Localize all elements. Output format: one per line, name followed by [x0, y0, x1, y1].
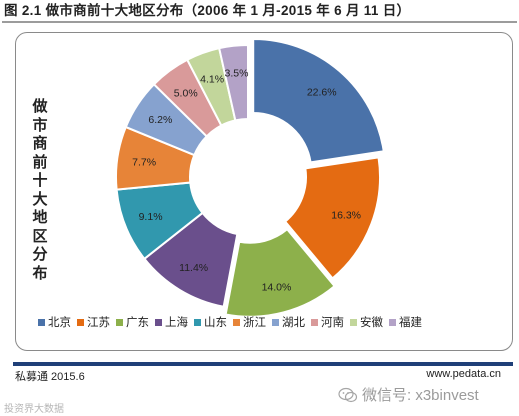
legend-item: 湖北	[272, 314, 305, 330]
legend-item: 广东	[116, 314, 149, 330]
title-divider	[2, 21, 517, 23]
legend-label: 浙江	[243, 317, 266, 329]
legend-item: 山东	[194, 314, 227, 330]
legend-label: 河南	[321, 317, 344, 329]
donut-slice-1	[252, 37, 385, 164]
legend-label: 安徽	[360, 317, 383, 329]
legend-swatch	[350, 318, 357, 326]
legend-label: 上海	[165, 317, 188, 329]
y-axis-label: 做市商前十大地区分布	[32, 98, 48, 282]
slice-data-label: 6.2%	[148, 114, 172, 126]
watermark-text: 微信号: x3binvest	[362, 387, 479, 404]
chart-title: 图 2.1 做市商前十大地区分布（2006 年 1 月-2015 年 6 月 1…	[4, 3, 411, 18]
legend-label: 北京	[48, 317, 71, 329]
legend-label: 江苏	[87, 317, 110, 329]
legend-item: 河南	[311, 314, 344, 330]
legend-item: 浙江	[233, 314, 266, 330]
slice-data-label: 9.1%	[139, 211, 163, 223]
legend-swatch	[311, 318, 318, 326]
corner-watermark: 投资界大数据	[4, 404, 64, 415]
slice-data-label: 22.6%	[307, 86, 337, 98]
donut-slice-3	[224, 227, 336, 318]
slice-data-label: 16.3%	[331, 209, 361, 221]
slice-data-label: 5.0%	[174, 87, 198, 99]
slice-data-label: 14.0%	[262, 281, 292, 293]
donut-slice-2	[283, 156, 381, 280]
legend-label: 广东	[126, 317, 149, 329]
slice-data-label: 3.5%	[224, 68, 248, 80]
legend-item: 江苏	[77, 314, 110, 330]
legend-item: 安徽	[350, 314, 383, 330]
source-note: 私募通 2015.6	[15, 371, 85, 383]
wechat-watermark: 微信号: x3binvest	[338, 384, 479, 405]
legend-swatch	[155, 318, 162, 326]
legend-label: 湖北	[282, 317, 305, 329]
legend-label: 福建	[399, 317, 422, 329]
legend-swatch	[38, 318, 45, 326]
legend-item: 上海	[155, 314, 188, 330]
donut-slice-10	[217, 43, 249, 122]
slice-data-label: 7.7%	[132, 157, 156, 169]
legend-item: 福建	[389, 314, 422, 330]
website-link[interactable]: www.pedata.cn	[426, 368, 501, 380]
chart-legend: 北京 江苏 广东 上海 山东 浙江 湖北 河南 安徽 福建	[38, 314, 428, 330]
legend-swatch	[77, 318, 84, 326]
legend-label: 山东	[204, 317, 227, 329]
footer-divider	[13, 362, 513, 366]
legend-swatch	[194, 318, 201, 326]
slice-data-label: 11.4%	[179, 262, 208, 274]
legend-item: 北京	[38, 314, 71, 330]
wechat-icon	[338, 387, 358, 402]
legend-swatch	[116, 318, 123, 326]
slice-data-label: 4.1%	[200, 73, 224, 85]
legend-swatch	[389, 318, 396, 326]
legend-swatch	[233, 318, 240, 326]
legend-swatch	[272, 318, 279, 326]
